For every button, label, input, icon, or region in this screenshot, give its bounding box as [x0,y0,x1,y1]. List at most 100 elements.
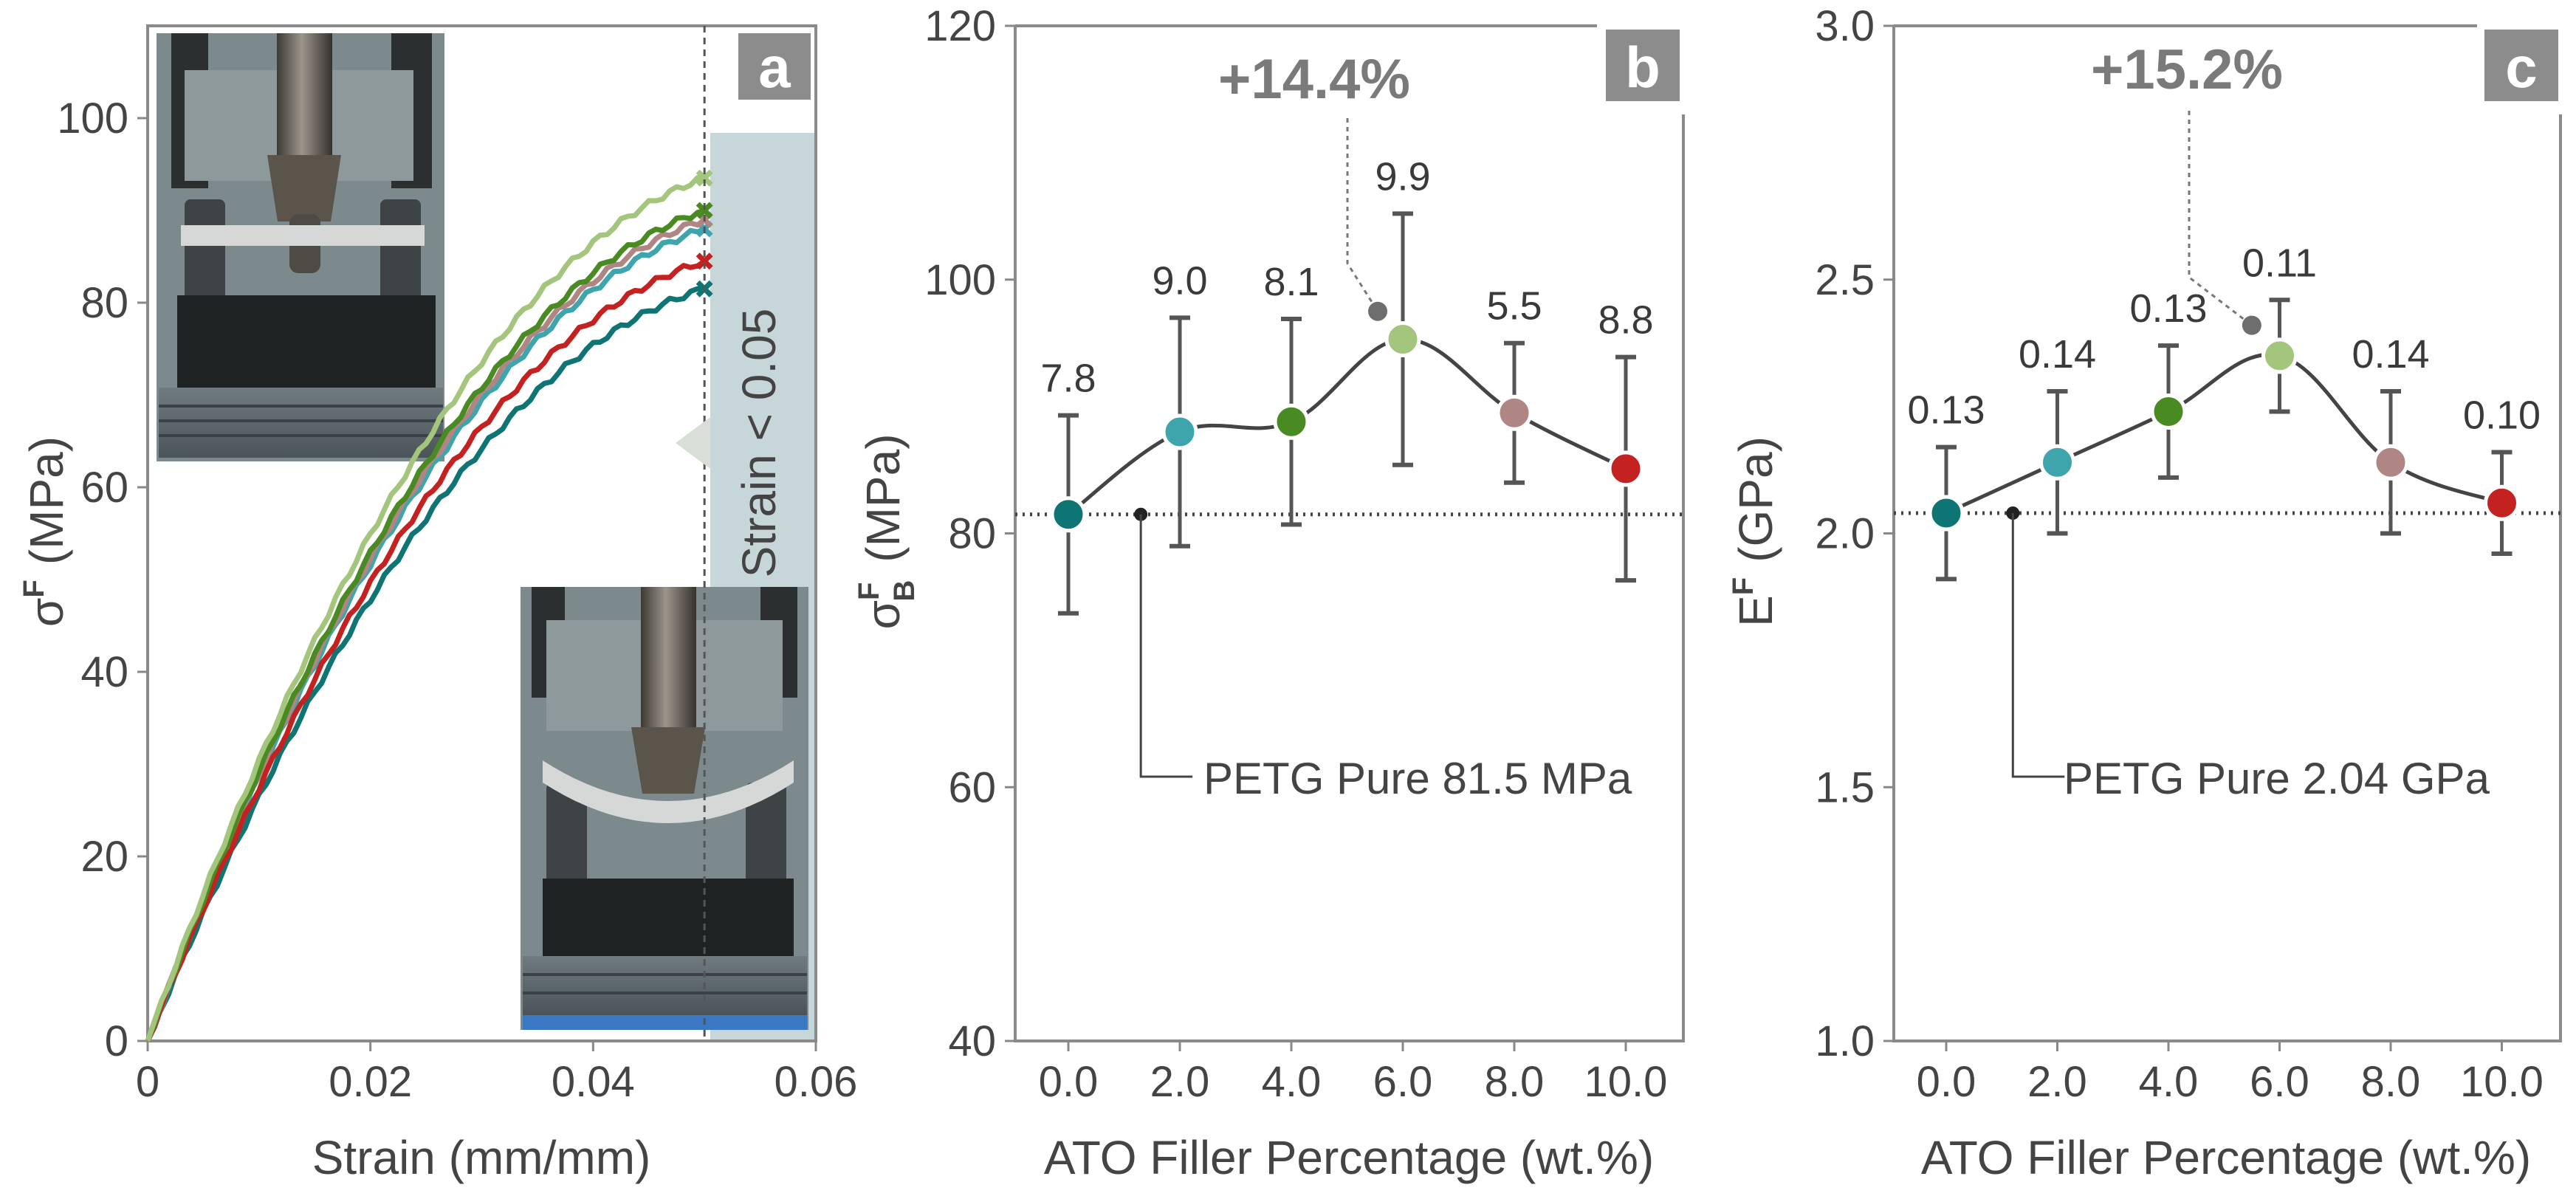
panel-b-reference-label: PETG Pure 81.5 MPa [1203,754,1632,803]
stress-strain-curve [145,207,706,1042]
error-value-label: 0.13 [2129,286,2207,331]
trend-line [1067,337,1627,516]
y-tick-label: 100 [57,94,128,142]
test-photo-bent [521,587,808,1030]
y-tick-label: 2.5 [1815,256,1875,304]
panel-b-increase-label: +14.4% [1218,48,1410,111]
x-tick-label: 10.0 [2460,1058,2544,1106]
y-tick-label: 1.0 [1815,1017,1875,1065]
y-tick-label: 20 [80,833,128,881]
y-tick-label: 60 [80,464,128,512]
increase-marker [1368,301,1388,321]
panel-c-reference-label: PETG Pure 2.04 GPa [2064,754,2490,803]
error-value-label: 9.9 [1375,154,1430,199]
panel-a-x-axis-label: Strain (mm/mm) [312,1131,651,1184]
panel-b-y-axis-label: σF B(MPa) [853,433,921,629]
x-tick-label: 4.0 [1262,1058,1322,1106]
data-point [2150,393,2187,430]
stress-strain-curve [145,175,705,1042]
y-tick-label: 100 [924,256,996,304]
stress-strain-curve [145,258,707,1042]
x-tick-label: 8.0 [2361,1058,2421,1106]
test-photo-unbent [157,33,444,461]
error-value-label: 8.8 [1598,298,1653,343]
data-point [1050,496,1087,533]
stress-strain-curve [145,286,705,1042]
increase-callout-line [2188,111,2253,326]
data-point [1496,394,1533,431]
panel-b-marks: 7.8 9.0 8.1 9.9 5.5 8.8 [1015,118,1683,778]
trend-line [1945,352,2503,515]
error-value-label: 0.10 [2463,393,2541,438]
data-point [1273,403,1310,440]
panel-a-badge [738,33,811,100]
panel-c-x-axis-label: ATO Filler Percentage (wt.%) [1921,1131,2531,1184]
error-value-label: 9.0 [1152,258,1207,303]
data-point [1161,413,1198,450]
reference-callout-line [1139,514,1193,778]
band-pointer-icon [676,417,710,469]
x-tick-label: 6.0 [2250,1058,2309,1106]
x-tick-label: 10.0 [1584,1058,1668,1106]
y-tick-label: 120 [924,2,996,50]
y-tick-label: 80 [948,510,996,558]
error-value-label: 0.14 [2352,332,2429,377]
data-point [2372,444,2409,481]
panel-b-flexural-strength: b 40 60 80 100 120 0.0 2.0 4.0 6.0 8.0 10.0 7.8 9.0… [853,2,1685,1184]
data-point [1607,450,1644,487]
y-tick-label: 1.5 [1815,763,1875,811]
panel-a-curves [145,169,713,1042]
increase-callout-line [1346,118,1379,312]
panel-b-badge [1606,30,1680,101]
y-tick-label: 40 [948,1017,996,1065]
data-point [1384,321,1421,358]
x-tick-label: 4.0 [2139,1058,2199,1106]
data-point [2039,444,2075,481]
y-tick-label: 40 [80,648,128,696]
curve-end-marker [695,202,713,219]
panel-b-badge-label: b [1625,35,1660,100]
panel-a-axes: 0 20 40 60 80 100 0 0.02 0.04 0.06 [57,94,857,1106]
panel-b-plot-frame [1014,24,1685,1042]
error-value-label: 8.1 [1263,260,1319,304]
panel-a-badge-label: a [758,35,791,100]
error-value-label: 7.8 [1040,357,1096,401]
y-tick-label: 3.0 [1815,2,1875,50]
x-tick-label: 0.0 [1917,1058,1976,1106]
y-tick-label: 60 [948,763,996,811]
x-tick-label: 2.0 [2027,1058,2087,1106]
panel-c-plot-frame [1892,24,2562,1042]
x-tick-label: 0 [136,1058,159,1106]
panel-c-flexural-modulus: c 1.0 1.5 2.0 2.5 3.0 0.0 2.0 4.0 6.0 8.0 10.0 0.1… [1727,2,2562,1184]
panel-c-badge-label: c [2505,35,2537,100]
error-value-label: 0.14 [2019,332,2096,377]
y-tick-label: 0 [105,1017,128,1065]
data-point [2261,337,2298,374]
panel-a-stress-strain: Strain < 0.05 a 0 20 40 60 80 100 0 0.02 0.04 0.0… [18,24,857,1184]
curve-end-marker [695,252,713,270]
y-tick-label: 2.0 [1815,510,1875,558]
panel-c-marks: 0.13 0.14 0.13 0.11 0.14 0.10 [1894,111,2560,778]
increase-marker [2242,315,2261,335]
reference-callout-line [2011,513,2065,778]
error-value-label: 0.13 [1907,388,1985,433]
error-value-label: 5.5 [1486,284,1542,329]
curve-end-marker [695,169,713,187]
x-tick-label: 6.0 [1373,1058,1433,1106]
data-point [1928,495,1965,532]
y-tick-label: 80 [80,279,128,327]
data-point [2484,484,2520,521]
x-tick-label: 2.0 [1150,1058,1210,1106]
x-tick-label: 0.0 [1039,1058,1099,1106]
x-tick-label: 0.02 [329,1058,412,1106]
error-value-label: 0.11 [2242,241,2317,285]
panel-b-x-axis-label: ATO Filler Percentage (wt.%) [1044,1131,1654,1184]
panel-b-axes: 40 60 80 100 120 0.0 2.0 4.0 6.0 8.0 10.0 [924,2,1667,1106]
panel-a-y-axis-label: σF(MPa) [18,436,73,627]
panel-c-badge [2484,30,2558,101]
panel-c-increase-label: +15.2% [2091,38,2283,101]
x-tick-label: 8.0 [1485,1058,1545,1106]
x-tick-label: 0.04 [552,1058,635,1106]
panel-a-plot-frame [146,24,817,1042]
panel-c-y-axis-label: EF(GPa) [1727,436,1782,627]
